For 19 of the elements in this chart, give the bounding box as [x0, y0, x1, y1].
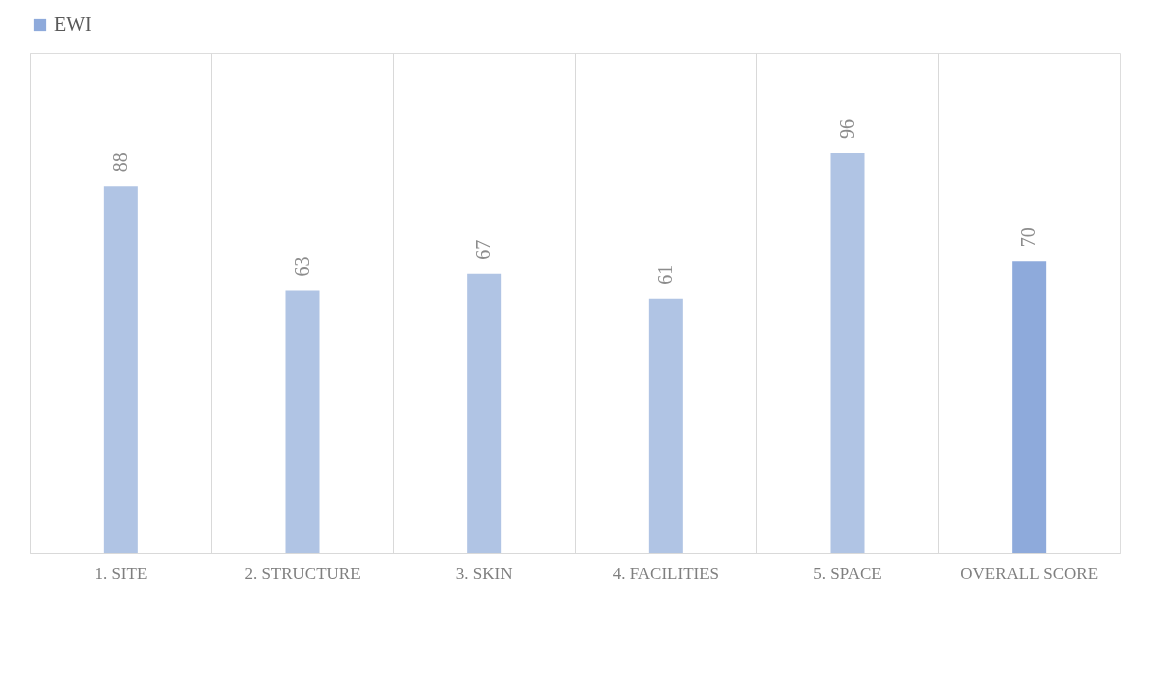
bar	[1012, 261, 1047, 553]
data-label: 61	[653, 264, 676, 285]
bar	[285, 290, 320, 553]
data-label: 70	[1017, 227, 1040, 248]
bar	[830, 153, 865, 553]
data-label: 67	[472, 239, 495, 260]
x-tick-label: OVERALL SCORE	[960, 563, 1099, 583]
bar	[103, 186, 138, 553]
x-tick-label: 1. SITE	[94, 563, 148, 583]
data-label: 96	[835, 119, 858, 139]
legend-label: EWI	[54, 13, 92, 35]
bar	[467, 273, 502, 553]
data-label: 63	[290, 256, 313, 277]
x-tick-label: 4. FACILITIES	[612, 563, 720, 583]
x-tick-label: 5. SPACE	[813, 563, 882, 583]
x-tick-label: 3. SKIN	[455, 563, 513, 583]
bar	[648, 298, 683, 553]
x-tick-label: 2. STRUCTURE	[244, 563, 361, 583]
data-label: 88	[108, 152, 131, 173]
